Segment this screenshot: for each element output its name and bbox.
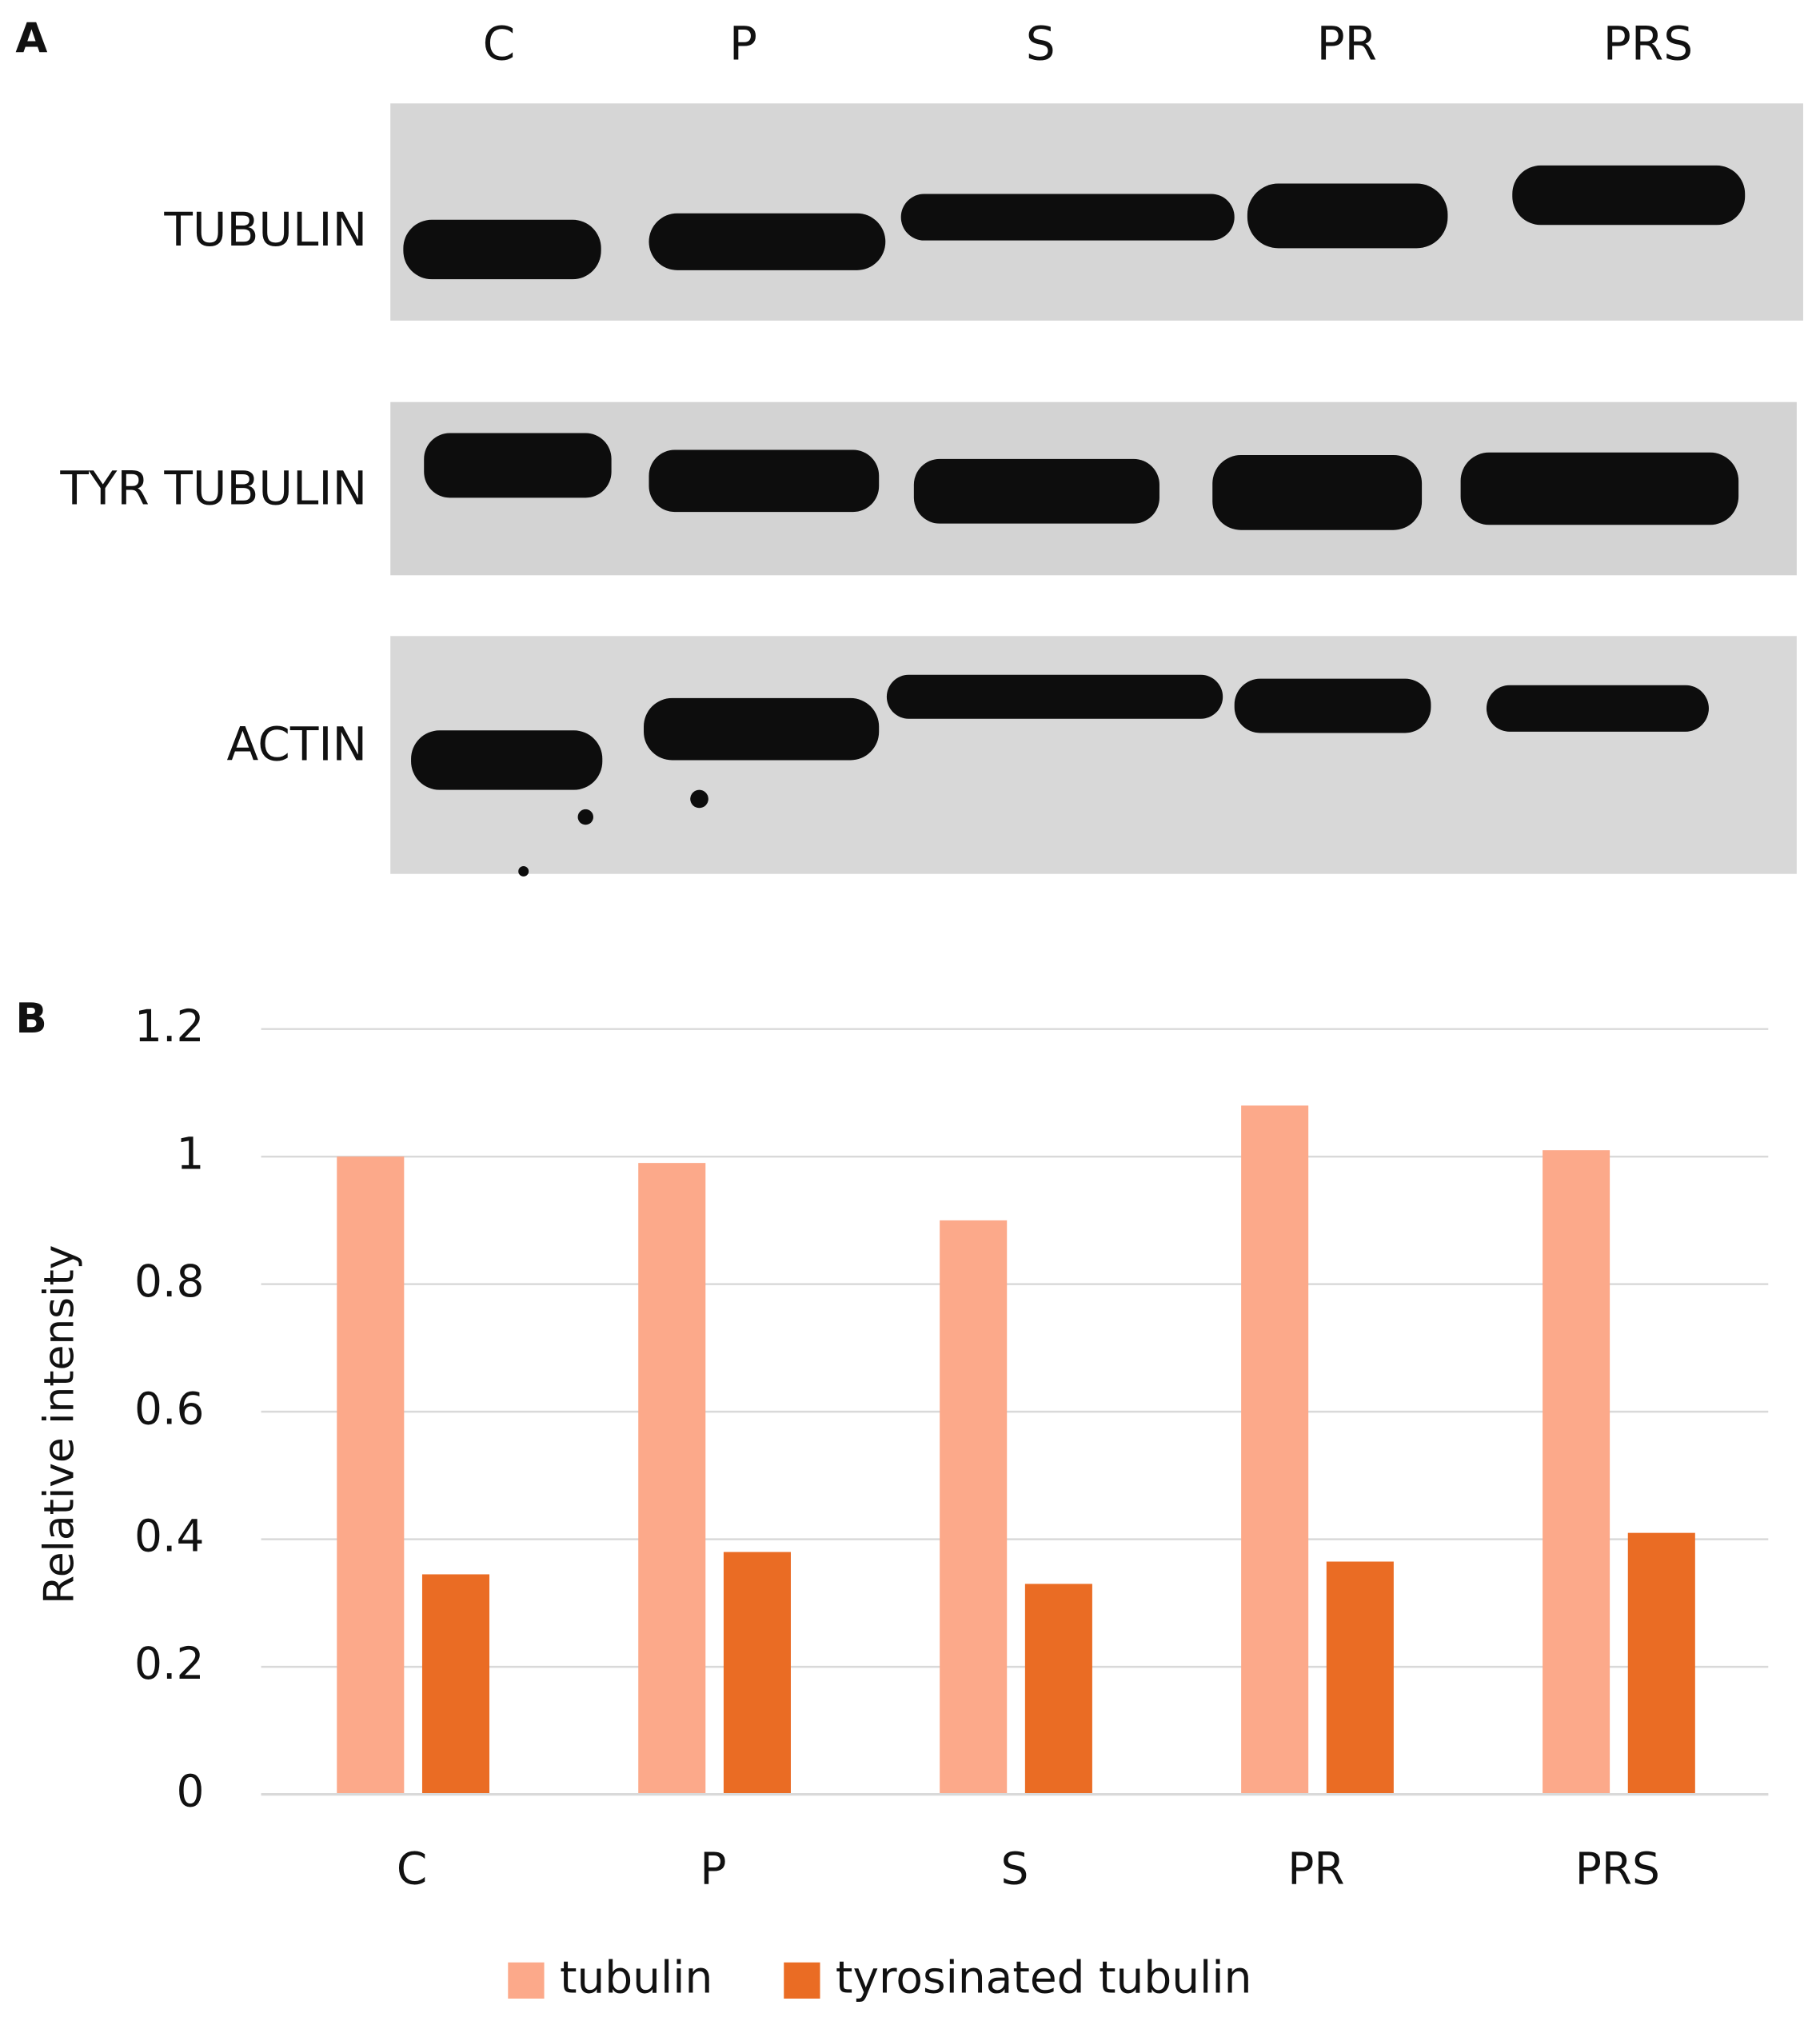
bar xyxy=(638,1163,706,1795)
bar xyxy=(337,1156,405,1795)
western-blot xyxy=(390,103,1803,877)
x-tick-label: P xyxy=(700,1843,726,1895)
bar xyxy=(1326,1561,1394,1795)
row-label: TYR TUBULIN xyxy=(59,461,367,515)
lane-label: C xyxy=(483,16,516,70)
blot-bands xyxy=(403,165,1746,877)
bar xyxy=(1627,1532,1695,1795)
lane-label: S xyxy=(1026,16,1056,70)
panel-label: A xyxy=(15,15,47,63)
row-label: TUBULIN xyxy=(163,202,367,257)
bar xyxy=(1241,1105,1309,1795)
bar xyxy=(940,1220,1008,1795)
bar xyxy=(1543,1150,1610,1795)
y-tick-label: 0.4 xyxy=(134,1511,204,1562)
x-tick-label: PRS xyxy=(1575,1843,1660,1895)
panel-label: B xyxy=(15,995,46,1043)
x-tick-label: PR xyxy=(1287,1843,1344,1895)
lane-label: PRS xyxy=(1603,16,1693,70)
bar xyxy=(1024,1584,1092,1795)
legend-swatch xyxy=(784,1962,820,1999)
x-tick-label: S xyxy=(1000,1843,1028,1895)
y-tick-label: 1 xyxy=(176,1128,204,1179)
x-tick-label: C xyxy=(397,1843,427,1895)
y-tick-label: 1.2 xyxy=(134,1001,204,1052)
lane-label: PR xyxy=(1317,16,1378,70)
legend-swatch xyxy=(508,1962,545,1999)
lane-label: P xyxy=(729,16,757,70)
y-axis-label: Relative intensity xyxy=(36,1245,84,1604)
y-tick-label: 0.8 xyxy=(134,1256,204,1307)
legend-label: tubulin xyxy=(560,1951,712,2003)
row-label: ACTIN xyxy=(226,717,367,771)
bar xyxy=(421,1574,490,1795)
bar xyxy=(723,1552,791,1795)
y-tick-label: 0 xyxy=(176,1766,204,1817)
y-tick-label: 0.2 xyxy=(134,1638,204,1689)
legend-label: tyrosinated tubulin xyxy=(836,1951,1251,2003)
y-tick-label: 0.6 xyxy=(134,1383,204,1434)
